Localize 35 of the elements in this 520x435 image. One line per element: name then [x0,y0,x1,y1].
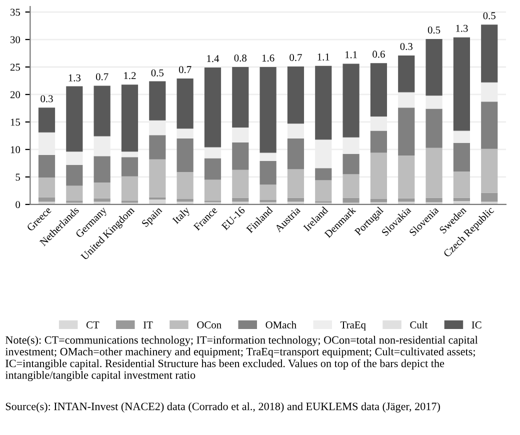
source-note: Source(s): INTAN-Invest (NACE2) data (Corrado et al., 2018) and EUKLEMS data (Jäger, 2017) [6,402,440,412]
annotation: 1.3 [68,74,81,82]
y-tick-label: 15 [10,118,20,126]
y-tick-label: 10 [10,146,20,154]
legend-label: IT [143,321,153,328]
annotation: 1.4 [207,55,220,62]
y-tick-label: 25 [10,64,20,71]
annotation: 1.1 [318,53,330,61]
legend-label: CT [86,321,100,328]
legend-label: OCon [197,321,222,328]
annotation: 0.5 [151,69,164,76]
annotation: 0.5 [483,12,496,20]
legend-label: OMach [266,321,296,328]
annotation: 0.3 [400,42,412,50]
y-tick-label: 20 [10,91,20,98]
annotation: 0.8 [234,54,247,62]
y-tick-label: 5 [16,174,20,181]
annotation: 0.7 [290,54,302,62]
annotation: 0.3 [40,95,53,102]
legend-label: IC [472,321,482,328]
annotation: 0.7 [178,66,192,74]
annotation: 0.7 [96,73,108,80]
annotation: 1.1 [345,51,357,58]
y-tick-label: 0 [16,201,20,208]
annotation: 0.5 [428,26,440,34]
annotation: 1.6 [262,54,274,62]
annotation: 1.3 [456,24,468,32]
y-tick-label: 35 [10,8,20,16]
text: Note(s): CT=communications technology; IT=information technology; OCon=total non-residential capital investment; OMach=other machinery and equipment; TraEq=transport equipment; Cult=cultivated assets; IC=intangible capital. Residential Structure has been excluded. Values on top of the bars depict the intangible/tangible capital investment ratio [5,336,478,382]
annotation: 1.2 [124,72,136,80]
legend-label: Cult [410,321,428,328]
y-tick-label: 30 [10,36,20,44]
x-tick-label: Italy [172,206,192,226]
legend-label: TraEq [340,321,366,331]
annotation: 0.6 [372,50,385,58]
